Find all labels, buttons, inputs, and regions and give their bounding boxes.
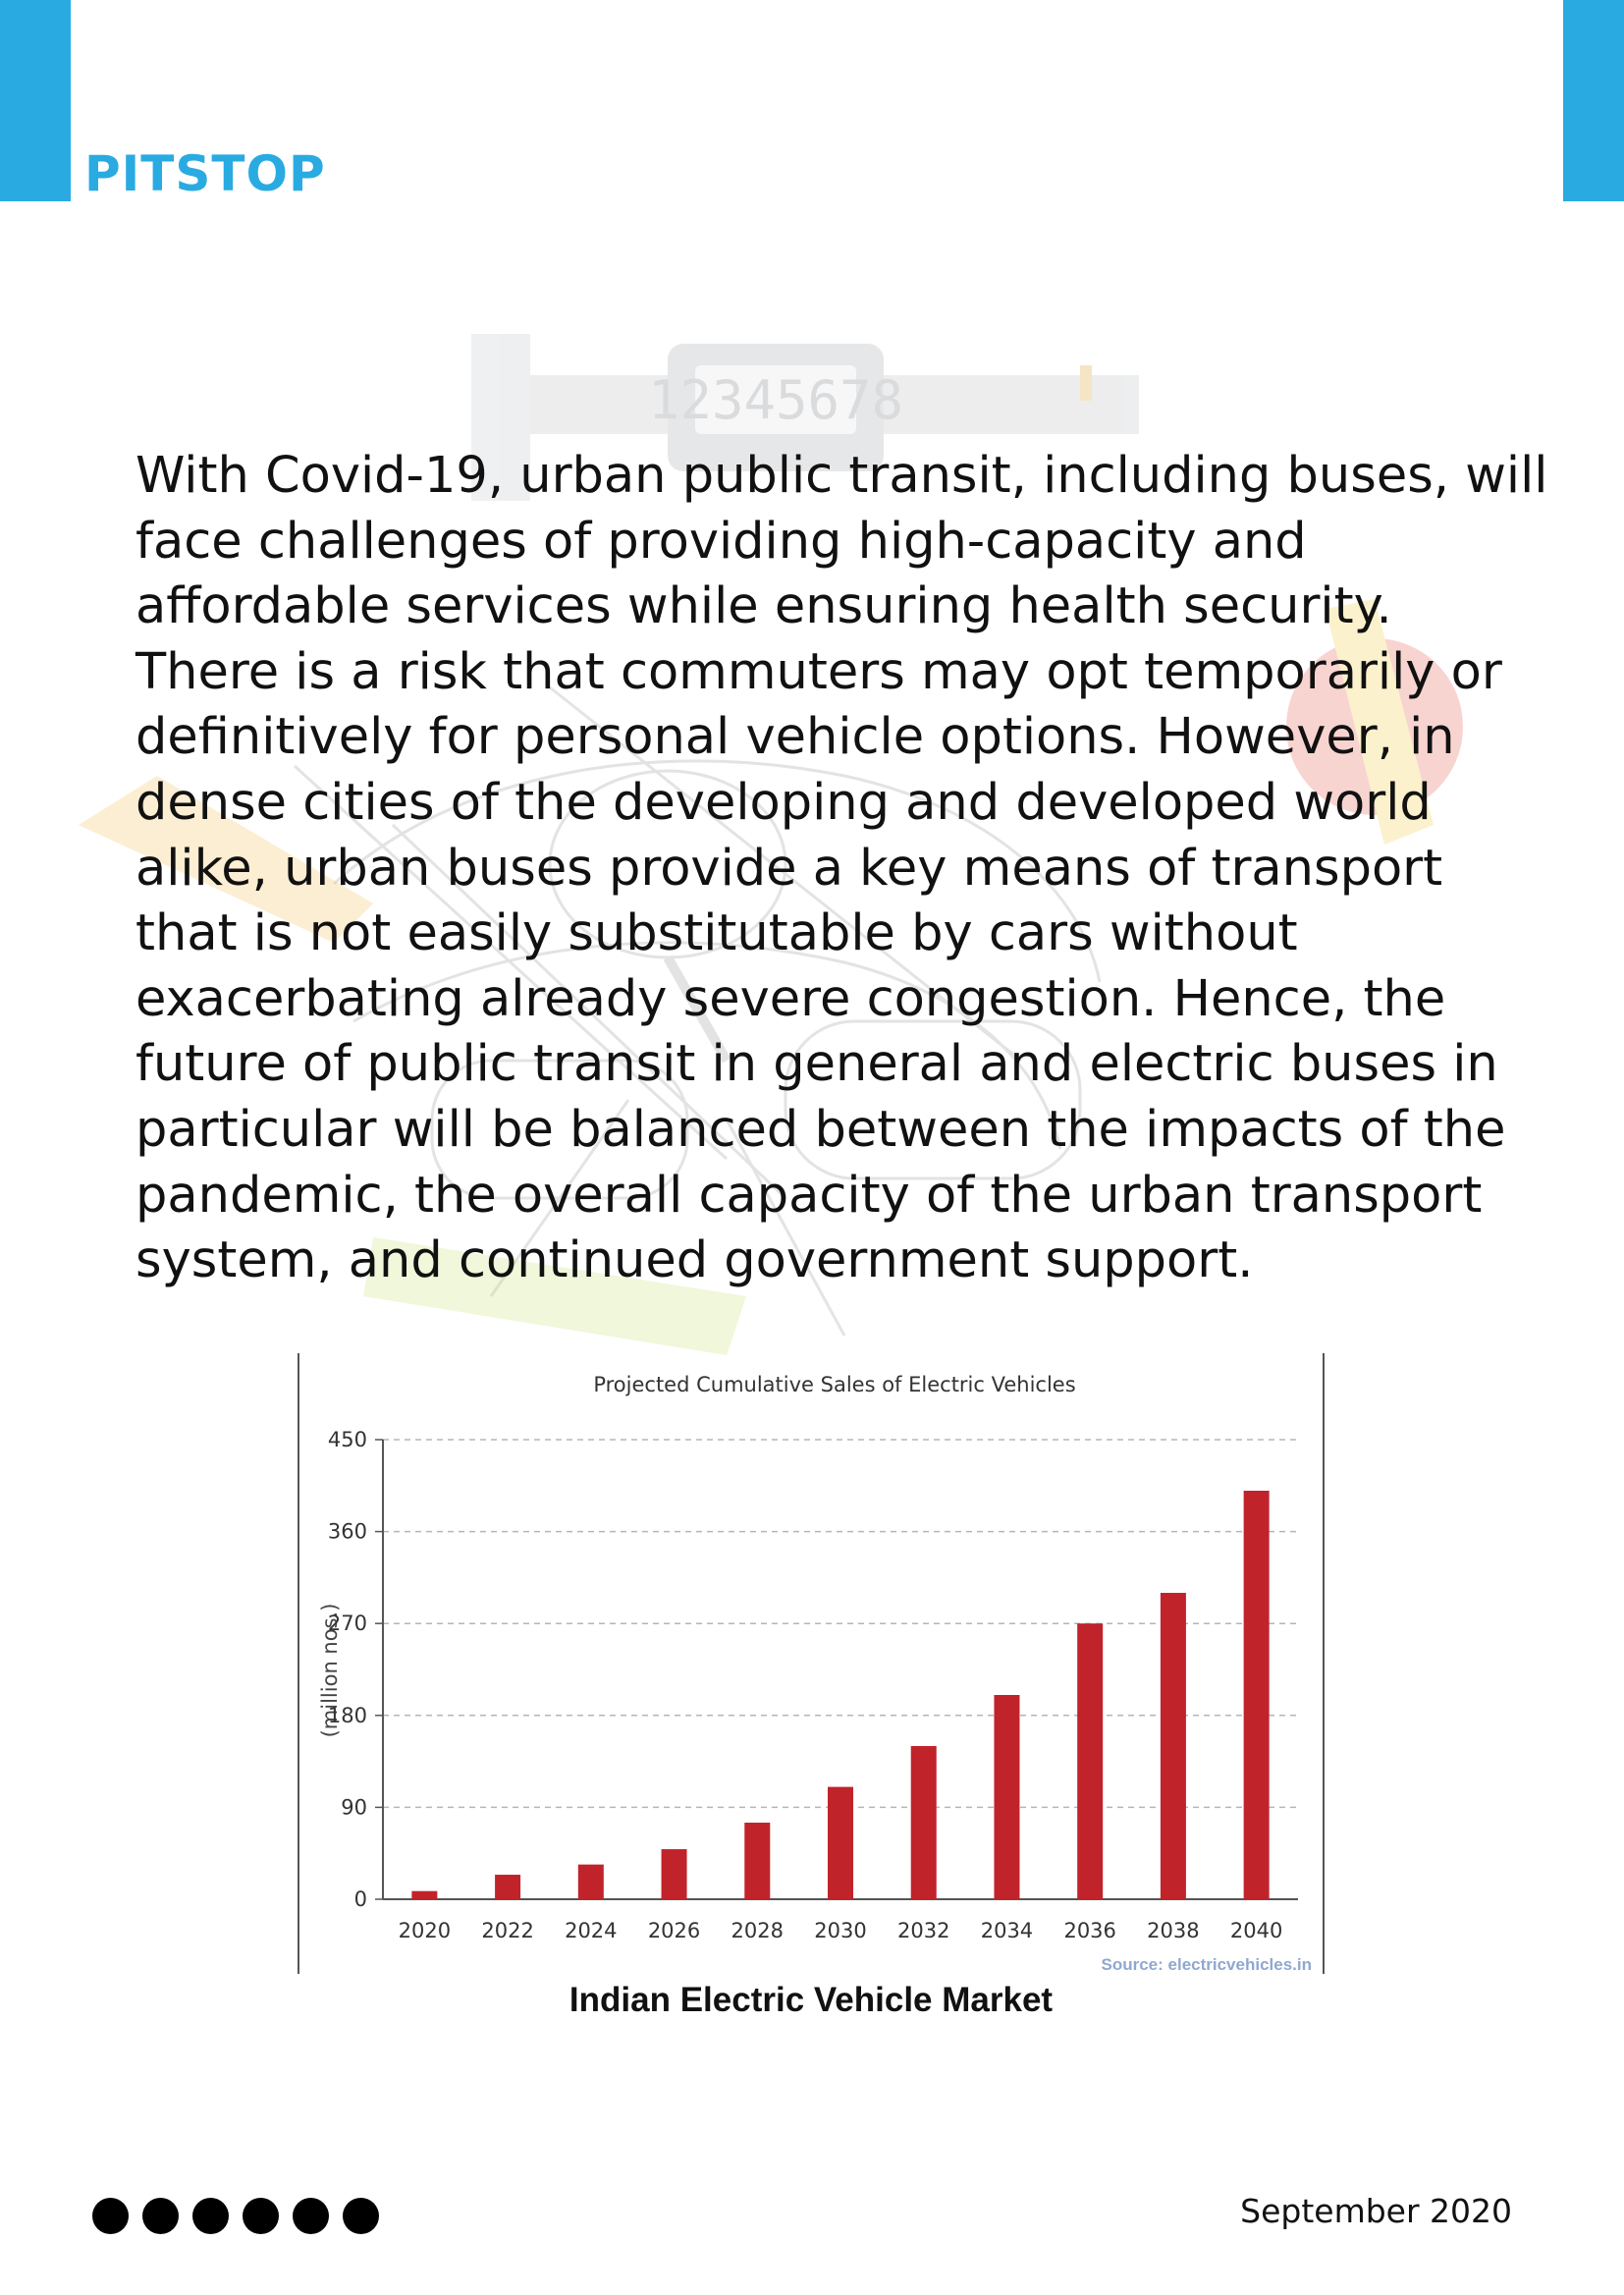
chart-container: Projected Cumulative Sales of Electric V… xyxy=(295,1353,1327,1974)
chart-title: Projected Cumulative Sales of Electric V… xyxy=(593,1373,1075,1396)
caliper-display-text: 12345678 xyxy=(648,369,903,431)
y-tick-label: 180 xyxy=(328,1704,367,1727)
bar-2036 xyxy=(1077,1623,1104,1899)
x-tick-label: 2022 xyxy=(481,1919,533,1942)
page-dot xyxy=(343,2198,379,2234)
x-tick-label: 2040 xyxy=(1230,1919,1282,1942)
article-paragraph: With Covid-19, urban public transit, inc… xyxy=(135,447,1548,1290)
page-dot xyxy=(192,2198,229,2234)
x-tick-label: 2032 xyxy=(897,1919,949,1942)
bar-2040 xyxy=(1243,1491,1270,1899)
x-tick-label: 2030 xyxy=(814,1919,866,1942)
page-dot xyxy=(293,2198,329,2234)
issue-date: September 2020 xyxy=(1240,2192,1512,2230)
x-tick-label: 2034 xyxy=(981,1919,1033,1942)
y-tick-label: 450 xyxy=(328,1428,367,1451)
y-tick-label: 0 xyxy=(354,1887,367,1911)
bar-2020 xyxy=(411,1890,438,1899)
y-tick-label: 270 xyxy=(328,1612,367,1635)
bar-2030 xyxy=(828,1786,853,1899)
bar-2024 xyxy=(577,1864,604,1899)
left-accent-bar xyxy=(0,0,71,201)
y-axis-label: (million nos.) xyxy=(318,1604,342,1738)
bar-2032 xyxy=(910,1746,937,1899)
page-dot xyxy=(243,2198,279,2234)
x-tick-label: 2026 xyxy=(648,1919,700,1942)
bar-2028 xyxy=(744,1823,771,1899)
bar-2026 xyxy=(661,1849,687,1899)
bar-chart: Projected Cumulative Sales of Electric V… xyxy=(298,1353,1325,1974)
x-tick-label: 2020 xyxy=(399,1919,451,1942)
chart-source: Source: electricvehicles.in xyxy=(1102,1955,1313,1974)
x-tick-label: 2038 xyxy=(1147,1919,1199,1942)
figure-caption: Indian Electric Vehicle Market xyxy=(568,1981,1054,2019)
x-tick-label: 2028 xyxy=(731,1919,784,1942)
page-dot xyxy=(142,2198,179,2234)
bar-2022 xyxy=(495,1875,521,1899)
x-tick-label: 2036 xyxy=(1063,1919,1115,1942)
bar-2034 xyxy=(994,1695,1020,1899)
page-dots xyxy=(92,2198,379,2237)
section-title: PITSTOP xyxy=(84,145,326,202)
y-tick-label: 90 xyxy=(341,1795,367,1819)
right-accent-bar xyxy=(1563,0,1624,201)
measuring-tools-watermark-icon: 12345678 xyxy=(79,334,1463,1355)
bar-2038 xyxy=(1160,1593,1186,1899)
x-tick-label: 2024 xyxy=(565,1919,617,1942)
page-dot xyxy=(92,2198,129,2234)
y-tick-label: 360 xyxy=(328,1520,367,1544)
